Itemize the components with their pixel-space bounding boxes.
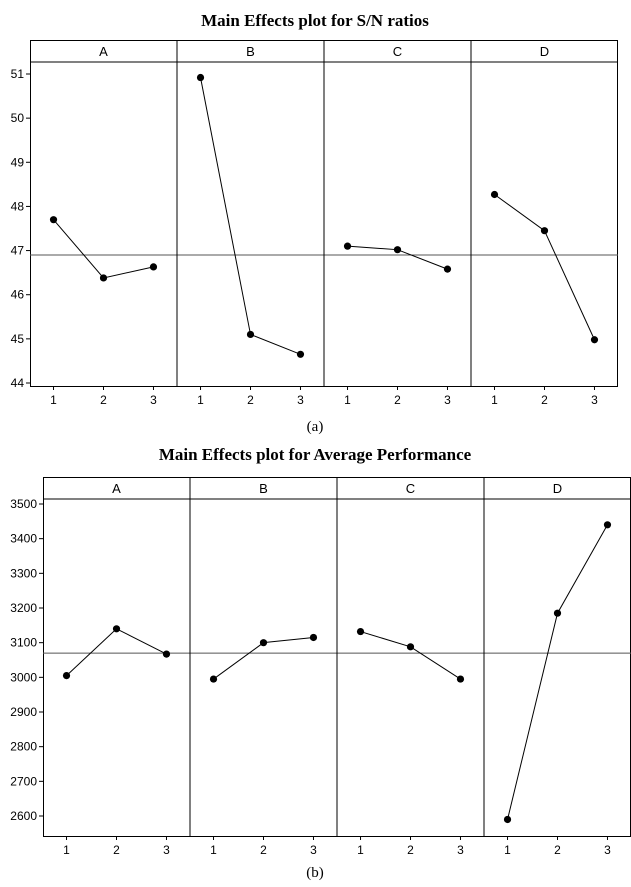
chart-a-facet-label-d: D (540, 44, 549, 59)
chart-a-point-c-3 (443, 265, 452, 273)
chart-b-x-tick-label: 3 (604, 843, 611, 857)
chart-b-x-tick-label: 1 (357, 843, 364, 857)
chart-b-x-tick-label: 1 (210, 843, 217, 857)
chart-a-y-tick-label: 44 (11, 376, 25, 390)
chart-b-title: Main Effects plot for Average Performanc… (159, 445, 472, 464)
chart-b-caption: (b) (306, 865, 324, 881)
chart-a-facet-label-b: B (246, 44, 255, 59)
chart-b-point-a-1 (62, 672, 71, 680)
chart-b-facet-label-b: B (259, 481, 268, 496)
chart-b-facet-label-d: D (553, 481, 562, 496)
chart-a-x-tick-label: 1 (344, 393, 351, 407)
chart-a-point-d-1 (490, 190, 499, 199)
chart-b-point-d-1 (503, 815, 512, 824)
chart-b-x-tick-label: 2 (113, 843, 120, 857)
chart-b-x-tick-label: 2 (260, 843, 267, 857)
chart-a-point-d-2 (540, 227, 549, 235)
chart-b-y-tick-label: 2600 (10, 809, 37, 823)
chart-b-x-tick-label: 1 (504, 843, 511, 857)
chart-a-y-tick-label: 48 (11, 199, 25, 213)
chart-b-x-tick-label: 2 (554, 843, 561, 857)
chart-a-x-tick-label: 2 (394, 393, 401, 407)
chart-a-point-a-1 (49, 216, 58, 224)
chart-a-x-tick-label: 3 (591, 393, 598, 407)
chart-a-x-tick-label: 2 (100, 393, 107, 407)
chart-b-y-tick-label: 3200 (10, 601, 37, 615)
chart-a-x-tick-label: 1 (197, 393, 204, 407)
chart-a-plot: 44 45 46 47 48 49 50 51 A 1 2 3 B 1 2 3 C 1 2 3 D 1 2 3 (11, 40, 618, 407)
chart-a-x-tick-label: 3 (444, 393, 451, 407)
chart-a-series-line-d (494, 194, 595, 340)
chart-b-point-b-2 (259, 639, 268, 647)
chart-a-facet-label-c: C (393, 44, 402, 59)
chart-a-x-tick-label: 2 (247, 393, 254, 407)
chart-a-point-d-3 (590, 336, 599, 344)
chart-a-point-c-2 (393, 246, 402, 254)
chart-a-y-tick-label: 47 (11, 244, 25, 258)
chart-a-title: Main Effects plot for S/N ratios (201, 11, 429, 30)
chart-b-x-tick-label: 2 (407, 843, 414, 857)
chart-a-x-tick-label: 3 (150, 393, 157, 407)
chart-b-facet-label-c: C (406, 481, 415, 496)
chart-b-plot: 2600 2700 2800 2900 3000 3100 3200 3300 3400 3500… (10, 477, 631, 857)
chart-b-y-tick-label: 3300 (10, 566, 37, 580)
chart-b-y-tick-label: 2700 (10, 774, 37, 788)
chart-a-point-a-2 (99, 274, 108, 282)
chart-b-point-b-3 (309, 633, 318, 642)
chart-a-caption: (a) (307, 419, 324, 435)
chart-b-point-d-2 (553, 609, 562, 617)
chart-a-facet-label-a: A (99, 44, 108, 59)
chart-a-x-tick-label: 2 (541, 393, 548, 407)
chart-a-y-tick-label: 46 (11, 288, 25, 302)
chart-b-series-line-d (507, 524, 608, 820)
chart-b-y-tick-label: 3500 (10, 497, 37, 511)
chart-a-point-c-1 (343, 242, 352, 250)
chart-b-y-tick-label: 3100 (10, 636, 37, 650)
chart-a-point-b-2 (246, 330, 255, 339)
chart-b-y-tick-label: 3000 (10, 670, 37, 684)
chart-b-x-tick-label: 3 (310, 843, 317, 857)
chart-b-point-a-2 (112, 625, 121, 633)
chart-a-y-tick-label: 49 (11, 155, 25, 169)
chart-a-series-line-b (200, 77, 301, 355)
chart-a-y-tick-label: 51 (11, 67, 25, 81)
chart-a-series-line-a (53, 219, 154, 279)
chart-b-point-c-3 (456, 675, 465, 683)
chart-a-x-tick-label: 1 (491, 393, 498, 407)
chart-a-x-tick-label: 3 (297, 393, 304, 407)
chart-b-point-a-3 (162, 650, 171, 658)
chart-b-point-b-1 (209, 675, 218, 683)
chart-a-point-a-3 (149, 263, 158, 271)
chart-b-point-c-1 (356, 627, 365, 636)
chart-b-y-tick-label: 3400 (10, 532, 37, 546)
chart-b-x-tick-label: 1 (63, 843, 70, 857)
chart-b-x-tick-label: 3 (457, 843, 464, 857)
chart-b-point-d-3 (603, 521, 612, 529)
chart-b-point-c-2 (406, 643, 415, 651)
chart-b-y-tick-label: 2900 (10, 705, 37, 719)
chart-a-x-tick-label: 1 (50, 393, 57, 407)
chart-b-y-tick-label: 2800 (10, 740, 37, 754)
chart-b-series-line-a (66, 628, 167, 676)
chart-b-facet-label-a: A (112, 481, 121, 496)
chart-a-y-tick-label: 50 (11, 111, 25, 125)
chart-b-x-tick-label: 3 (163, 843, 170, 857)
chart-a-y-tick-label: 45 (11, 332, 25, 346)
chart-a-point-b-1 (196, 73, 205, 82)
chart-b-series-line-c (360, 631, 461, 680)
chart-a-point-b-3 (296, 350, 305, 358)
